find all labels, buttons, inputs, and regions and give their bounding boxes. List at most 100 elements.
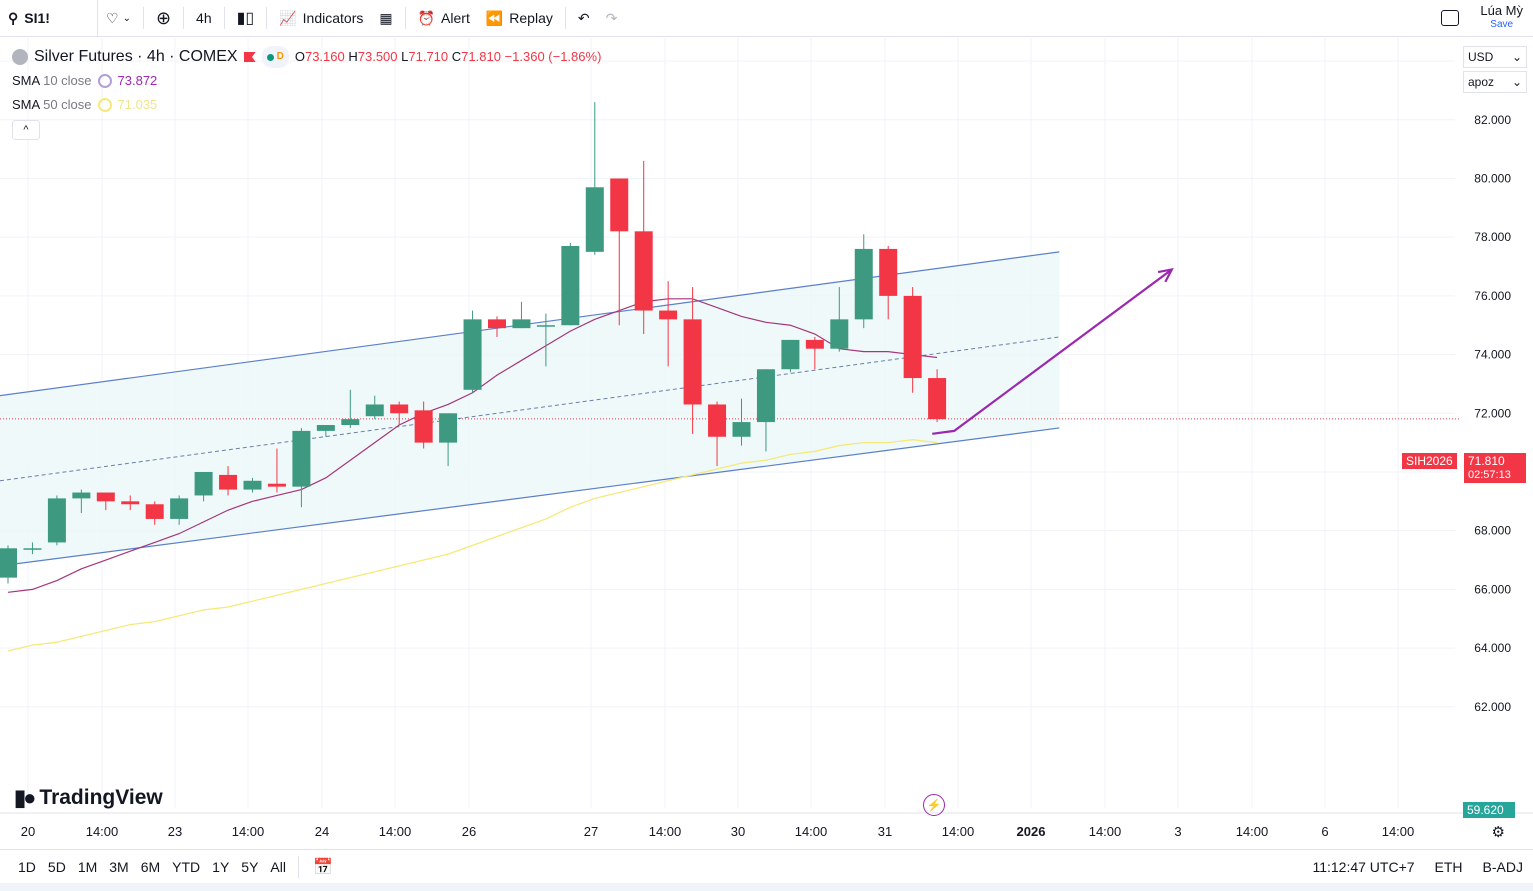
compare-symbol-button[interactable]: ⊕ [148,0,179,37]
market-status[interactable]: D [261,46,289,68]
indicators-button[interactable]: 📈 Indicators [279,9,364,27]
candle-body[interactable] [463,319,482,390]
candle-body[interactable] [610,178,629,232]
candle-body[interactable] [561,245,580,326]
top-toolbar: ⚲ SI1! ♡ ⌄ ⊕ 4h ▮▯ 📈 Indicators ▦ ⏰ Alert ⏪… [0,0,1533,37]
range-button-3m[interactable]: 3M [109,858,129,875]
channel-mid-line[interactable] [0,336,1060,482]
date-range-icon[interactable]: 📅 [312,858,333,876]
forecast-arrow[interactable] [932,268,1173,435]
user-save-button[interactable]: Lúa Mỳ Save [1480,4,1523,32]
session-button[interactable]: ETH [1434,859,1463,875]
candle-body[interactable] [0,548,17,578]
time-tick: 14:00 [232,824,265,839]
candle-body[interactable] [708,404,727,437]
range-button-ytd[interactable]: YTD [172,858,201,875]
alert-button[interactable]: ⏰ Alert [417,9,470,27]
candle-body[interactable] [145,504,164,519]
range-button-1m[interactable]: 1M [77,858,98,875]
range-button-1d[interactable]: 1D [18,858,36,875]
candle-body[interactable] [536,325,555,327]
candle-body[interactable] [341,419,360,426]
candle-body[interactable] [585,187,604,252]
candle-body[interactable] [488,319,506,329]
chart-area[interactable]: 84.00082.00080.00078.00076.00074.00072.0… [0,38,1533,891]
range-button-5d[interactable]: 5D [47,858,66,875]
time-tick: 27 [584,824,598,839]
candle-body[interactable] [756,369,775,423]
refresh-icon [97,74,112,88]
alarm-clock-icon: ⏰ [417,9,436,26]
candle-body[interactable] [243,480,262,490]
clock[interactable]: 11:12:47 UTC+7 [1312,859,1415,875]
candle-body[interactable] [659,310,678,320]
range-button-1y[interactable]: 1Y [212,858,230,875]
templates-button[interactable]: ▦ [371,0,400,37]
candle-body[interactable] [781,339,800,370]
chart-legend: Silver Futures · 4h · COMEX D O73.160 H7… [12,46,601,140]
candle-body[interactable] [194,471,213,496]
symbol-search[interactable]: ⚲ SI1! [0,0,98,37]
undo-button[interactable]: ↶ [570,0,598,37]
candle-body[interactable] [879,248,898,296]
candle-body[interactable] [121,501,140,505]
time-tick: 14:00 [1382,824,1415,839]
candle-body[interactable] [732,422,751,437]
candle-body[interactable] [72,492,91,499]
rewind-icon: ⏪ [485,9,504,26]
range-button-5y[interactable]: 5Y [241,858,259,875]
candle-body[interactable] [170,498,189,519]
channel-lower-line[interactable] [0,427,1060,567]
candle-body[interactable] [805,339,824,349]
price-tick: 78.000 [1474,230,1511,244]
candle-body[interactable] [23,548,42,550]
plus-circle-icon: ⊕ [155,7,172,28]
exchange-icon [12,49,28,65]
range-button-6m[interactable]: 6M [140,858,161,875]
candle-body[interactable] [830,319,849,349]
redo-button[interactable]: ↷ [598,0,626,37]
collapse-legend-button[interactable]: ^ [12,120,40,140]
time-tick: 14:00 [86,824,119,839]
undo-icon: ↶ [577,9,590,26]
sma50-legend-row[interactable]: SMA 50 close 71.035 [12,97,158,112]
layout-icon[interactable] [1441,10,1459,26]
time-tick: 20 [21,824,35,839]
candle-body[interactable] [292,430,311,487]
range-button-all[interactable]: All [270,858,286,875]
candle-body[interactable] [439,413,458,443]
candle-body[interactable] [390,404,409,414]
candle-body[interactable] [365,404,384,417]
flag-icon[interactable] [243,52,256,62]
lightning-icon[interactable]: ⚡ [923,794,945,816]
tradingview-logo[interactable]: ▮● TradingView [14,785,163,810]
candle-body[interactable] [854,248,873,320]
tv-logo-icon: ▮● [14,785,36,810]
candle-body[interactable] [683,319,702,405]
symbol-title[interactable]: Silver Futures · 4h · COMEX [34,48,238,65]
candle-body[interactable] [96,492,115,502]
candle-body[interactable] [512,319,531,329]
time-tick: 14:00 [942,824,975,839]
candle-body[interactable] [47,498,66,543]
chart-type-button[interactable]: ▮▯ [229,0,263,37]
candle-body[interactable] [219,474,238,490]
candle-body[interactable] [267,483,286,487]
time-tick: 14:00 [649,824,682,839]
scale-mode-select[interactable]: apoz ⌄ [1463,71,1527,93]
sma10-legend-row[interactable]: SMA 10 close 73.872 [12,73,158,88]
interval-button[interactable]: 4h [196,10,212,26]
heart-menu-button[interactable]: ♡ ⌄ [98,0,139,37]
gear-icon[interactable]: ⚙ [1491,824,1505,841]
adjust-button[interactable]: B-ADJ [1482,859,1523,875]
sma50-line[interactable] [7,439,938,652]
candle-body[interactable] [316,425,335,431]
candle-body[interactable] [634,231,653,311]
candle-body[interactable] [414,410,433,443]
time-tick: 24 [315,824,329,839]
currency-select[interactable]: USD ⌄ [1463,46,1527,68]
candle-body[interactable] [928,378,947,420]
price-chart[interactable]: 84.00082.00080.00078.00076.00074.00072.0… [0,38,1533,849]
candle-body[interactable] [903,295,922,379]
replay-button[interactable]: ⏪ Replay [485,9,553,27]
